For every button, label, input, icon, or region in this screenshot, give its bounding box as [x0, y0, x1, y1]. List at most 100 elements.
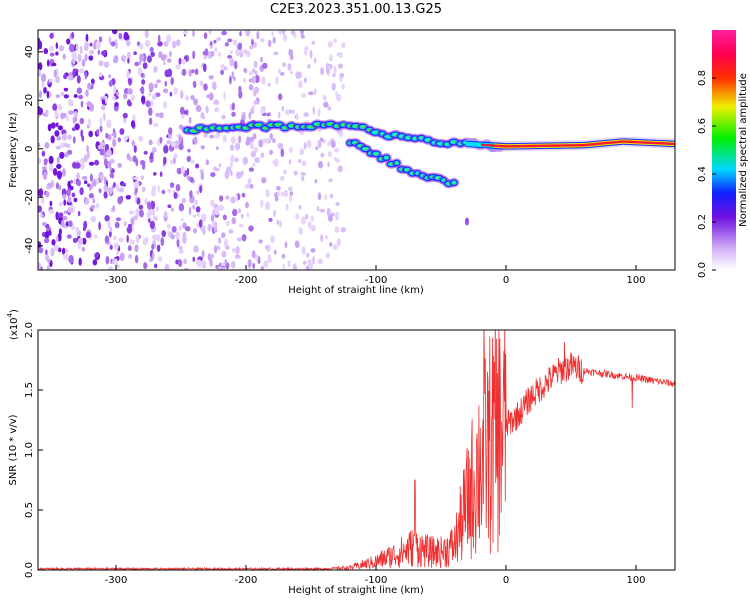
heatmap-noise-cell	[284, 241, 288, 249]
heatmap-band-core	[574, 144, 578, 147]
heatmap-noise-cell	[84, 53, 88, 62]
heatmap-noise-cell	[130, 120, 136, 128]
heatmap-noise-cell	[99, 125, 103, 133]
heatmap-noise-cell	[63, 199, 66, 206]
colorbar-ticks: 0.0 0.2 0.4 0.6 0.8	[697, 70, 716, 278]
snr-y-tick-label: 1.5	[24, 382, 35, 398]
spectrogram-y-tick-label: 40	[24, 45, 35, 58]
heatmap-noise-cell	[216, 37, 221, 41]
heatmap-noise-cell	[233, 39, 238, 44]
heatmap-noise-cell	[78, 211, 81, 217]
heatmap-band-core	[509, 145, 513, 148]
heatmap-noise-cell	[228, 229, 234, 234]
heatmap-noise-cell	[178, 135, 182, 144]
heatmap-noise-cell	[225, 220, 230, 227]
heatmap-noise-cell	[64, 152, 69, 158]
heatmap-noise-cell	[89, 42, 93, 47]
heatmap-noise-cell	[217, 265, 223, 270]
heatmap-noise-cell	[280, 148, 285, 157]
heatmap-noise-cell	[160, 237, 165, 247]
heatmap-noise-cell	[266, 112, 270, 117]
heatmap-noise-cell	[330, 140, 336, 148]
heatmap-noise-cell	[88, 55, 94, 61]
heatmap-noise-cell	[78, 94, 84, 100]
heatmap-band-core	[631, 140, 636, 144]
heatmap-noise-cell	[193, 228, 197, 234]
heatmap-noise-cell	[81, 58, 86, 67]
heatmap-noise-cell	[106, 160, 112, 168]
heatmap-noise-cell	[334, 226, 340, 233]
heatmap-noise-cell	[72, 136, 76, 144]
heatmap-noise-cell	[72, 161, 77, 169]
heatmap-noise-cell	[267, 82, 271, 87]
heatmap-noise-cell	[298, 158, 302, 164]
heatmap-noise-cell	[126, 70, 130, 79]
heatmap-noise-cell	[140, 72, 144, 78]
heatmap-band-core	[652, 141, 656, 145]
heatmap-noise-cell	[148, 117, 153, 126]
heatmap-noise-cell	[336, 94, 342, 102]
heatmap-noise-cell	[63, 112, 67, 118]
heatmap-noise-cell	[96, 128, 100, 136]
heatmap-noise-cell	[68, 110, 74, 115]
heatmap-noise-cell	[233, 76, 236, 82]
colorbar: 0.0 0.2 0.4 0.6 0.8 Normalized spectral ampl…	[697, 30, 749, 278]
heatmap-noise-cell	[81, 246, 86, 252]
heatmap-noise-cell	[38, 188, 44, 198]
heatmap-noise-cell	[207, 253, 211, 261]
heatmap-noise-cell	[192, 256, 196, 262]
heatmap-noise-cell	[155, 112, 161, 117]
heatmap-noise-cell	[152, 213, 156, 222]
heatmap-noise-cell	[135, 234, 140, 244]
heatmap-noise-cell	[55, 182, 60, 190]
heatmap-band-core	[559, 144, 563, 147]
heatmap-noise-cell	[163, 101, 168, 109]
heatmap-noise-cell	[295, 71, 301, 79]
heatmap-noise-cell	[203, 133, 208, 138]
heatmap-band-core	[514, 145, 519, 148]
heatmap-noise-cell	[66, 115, 69, 122]
heatmap-noise-cell	[193, 245, 199, 253]
heatmap-noise-cell	[167, 188, 172, 194]
heatmap-noise-cell	[189, 190, 193, 199]
heatmap-noise-cell	[150, 51, 155, 57]
heatmap-noise-cell	[310, 215, 314, 222]
heatmap-noise-cell	[243, 77, 246, 84]
heatmap-noise-cell	[301, 93, 307, 98]
heatmap-band-core	[613, 141, 617, 144]
heatmap-noise-cell	[287, 260, 291, 268]
heatmap-noise-cell	[148, 82, 154, 91]
heatmap-noise-cell	[133, 51, 137, 56]
heatmap-noise-cell	[145, 100, 151, 108]
heatmap-noise-cell	[91, 180, 97, 187]
heatmap-noise-cell	[277, 142, 283, 150]
heatmap-noise-cell	[251, 75, 256, 85]
heatmap-noise-cell	[55, 94, 60, 98]
heatmap-noise-cell	[268, 217, 273, 222]
heatmap-noise-cell	[293, 170, 298, 176]
heatmap-noise-cell	[269, 133, 273, 140]
heatmap-noise-cell	[301, 160, 307, 166]
heatmap-noise-cell	[123, 57, 126, 63]
heatmap-noise-cell	[199, 185, 203, 194]
heatmap-noise-cell	[289, 191, 294, 196]
heatmap-noise-cell	[106, 119, 112, 128]
heatmap-noise-cell	[87, 183, 91, 188]
heatmap-noise-cell	[126, 234, 129, 243]
heatmap-noise-cell	[121, 182, 127, 187]
heatmap-noise-cell	[51, 62, 57, 67]
heatmap-noise-cell	[109, 230, 112, 238]
heatmap-trace-core	[360, 125, 366, 129]
heatmap-noise-cell	[328, 214, 333, 222]
heatmap-noise-cell	[214, 167, 220, 172]
heatmap-noise-cell	[246, 136, 250, 144]
heatmap-noise-cell	[188, 116, 192, 124]
heatmap-noise-cell	[113, 258, 118, 266]
heatmap-band-core	[517, 144, 521, 148]
heatmap-noise-cell	[72, 59, 76, 65]
heatmap-noise-cell	[258, 239, 263, 244]
heatmap-noise-cell	[40, 73, 47, 83]
heatmap-noise-cell	[39, 213, 43, 218]
heatmap-noise-cell	[57, 247, 62, 253]
heatmap-band-core	[616, 140, 620, 144]
